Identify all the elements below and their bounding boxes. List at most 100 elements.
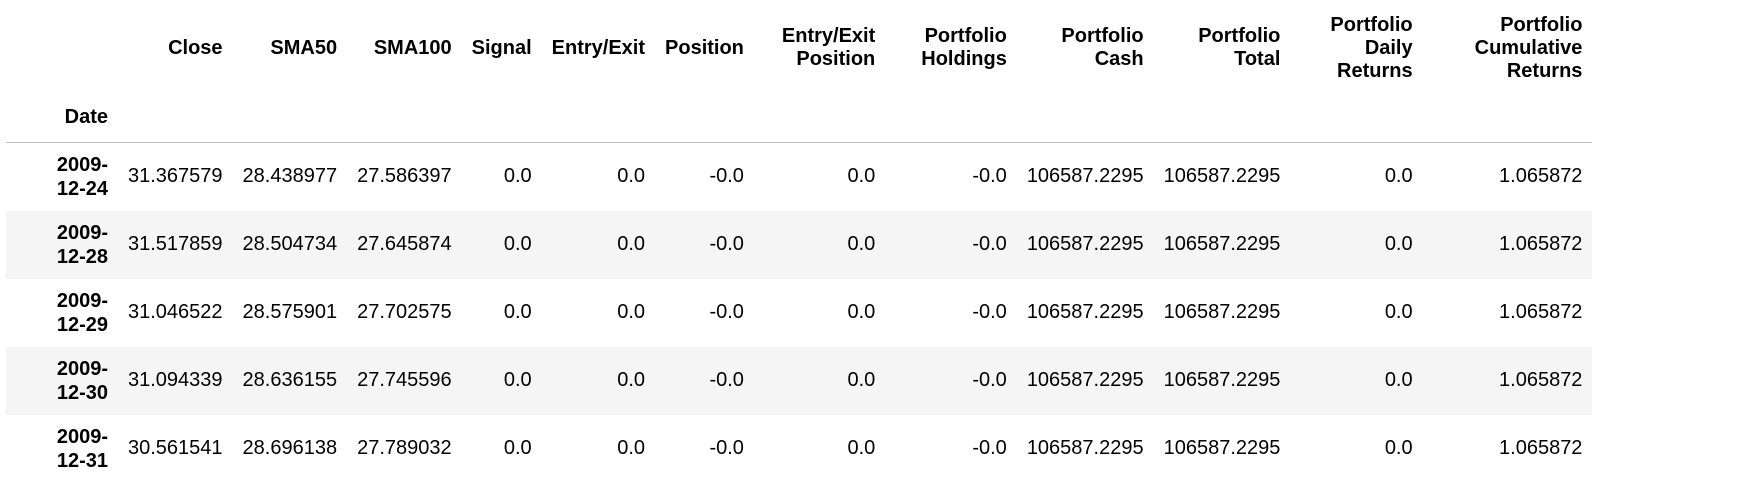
blank-header-cell — [1290, 96, 1422, 143]
table-row: 2009- 12-29 31.046522 28.575901 27.702575… — [6, 279, 1592, 347]
cell-entry-exit: 0.0 — [617, 165, 646, 188]
cell-portfolio-holdings: -0.0 — [972, 165, 1007, 188]
cell-position: -0.0 — [709, 437, 744, 459]
cell-position: -0.0 — [709, 233, 744, 255]
blank-header-cell — [1154, 96, 1291, 143]
cell-entry-exit-position: 0.0 — [847, 369, 876, 391]
corner-cell — [6, 0, 118, 96]
cell-portfolio-total: 106587.2295 — [1163, 437, 1281, 459]
cell-close: 31.094339 — [128, 369, 223, 391]
cell-portfolio-total: 106587.2295 — [1163, 301, 1281, 323]
column-header-close: Close — [168, 36, 223, 59]
cell-sma50: 28.636155 — [242, 369, 338, 391]
cell-sma50: 28.504734 — [242, 233, 338, 255]
column-header-portfolio-total: Portfolio Total — [1198, 25, 1281, 70]
cell-position: -0.0 — [709, 369, 744, 391]
cell-entry-exit-position: 0.0 — [847, 165, 876, 188]
blank-header-cell — [462, 96, 542, 143]
blank-header-cell — [655, 96, 754, 143]
blank-header-cell — [233, 96, 348, 143]
cell-signal: 0.0 — [503, 369, 532, 391]
cell-signal: 0.0 — [503, 165, 532, 188]
cell-close: 31.367579 — [128, 165, 223, 188]
blank-header-cell — [1423, 96, 1593, 143]
cell-close: 31.517859 — [128, 233, 223, 255]
cell-portfolio-daily-returns: 0.0 — [1384, 437, 1413, 459]
cell-position: -0.0 — [709, 301, 744, 323]
blank-header-cell — [885, 96, 1017, 143]
cell-portfolio-cash: 106587.2295 — [1026, 437, 1144, 459]
index-header-row: Date — [6, 96, 1593, 143]
table-row: 2009- 12-24 31.367579 28.438977 27.586397… — [6, 143, 1592, 211]
column-header-signal: Signal — [471, 36, 532, 59]
column-header-row: Close SMA50 SMA100 Signal Entry/Exit Pos… — [6, 0, 1592, 96]
cell-sma50: 28.438977 — [242, 165, 338, 188]
column-header-entry-exit-position: Entry/Exit Position — [781, 25, 876, 70]
cell-entry-exit: 0.0 — [617, 233, 646, 255]
cell-signal: 0.0 — [503, 437, 532, 459]
blank-header-cell — [754, 96, 885, 143]
table-row: 2009- 12-28 31.517859 28.504734 27.645874… — [6, 210, 1593, 279]
cell-sma100: 27.789032 — [357, 437, 452, 459]
cell-portfolio-cash: 106587.2295 — [1026, 165, 1144, 188]
cell-portfolio-daily-returns: 0.0 — [1384, 233, 1413, 255]
cell-portfolio-total: 106587.2295 — [1163, 233, 1281, 255]
cell-portfolio-holdings: -0.0 — [972, 233, 1007, 255]
table-row: 2009- 12-30 31.094339 28.636155 27.745596… — [6, 346, 1593, 415]
cell-portfolio-cumulative-returns: 1.065872 — [1499, 437, 1583, 459]
cell-portfolio-cumulative-returns: 1.065872 — [1499, 369, 1583, 391]
cell-signal: 0.0 — [503, 301, 532, 323]
cell-sma50: 28.575901 — [242, 301, 338, 323]
row-index-date: 2009- 12-31 — [56, 425, 108, 472]
cell-entry-exit: 0.0 — [617, 369, 646, 391]
cell-portfolio-total: 106587.2295 — [1163, 369, 1281, 391]
cell-position: -0.0 — [709, 165, 744, 188]
cell-close: 31.046522 — [128, 301, 223, 323]
blank-header-cell — [1017, 96, 1154, 143]
column-header-sma100: SMA100 — [373, 36, 452, 59]
column-header-sma50: SMA50 — [270, 36, 338, 59]
cell-sma50: 28.696138 — [242, 437, 338, 459]
table-body: 2009- 12-24 31.367579 28.438977 27.586397… — [6, 143, 1593, 483]
row-index-date: 2009- 12-28 — [56, 221, 108, 268]
column-header-portfolio-cash: Portfolio Cash — [1061, 25, 1144, 70]
cell-portfolio-daily-returns: 0.0 — [1384, 165, 1413, 188]
row-index-date: 2009- 12-29 — [56, 289, 108, 336]
cell-close: 30.561541 — [128, 437, 223, 459]
table-row: 2009- 12-31 30.561541 28.696138 27.789032… — [6, 415, 1592, 483]
column-header-position: Position — [665, 36, 744, 59]
cell-entry-exit: 0.0 — [617, 301, 646, 323]
cell-portfolio-cash: 106587.2295 — [1026, 301, 1144, 323]
cell-entry-exit: 0.0 — [617, 437, 646, 459]
cell-portfolio-cash: 106587.2295 — [1026, 369, 1144, 391]
cell-portfolio-total: 106587.2295 — [1163, 165, 1281, 188]
cell-entry-exit-position: 0.0 — [847, 437, 876, 459]
cell-portfolio-cumulative-returns: 1.065872 — [1499, 301, 1583, 323]
blank-header-cell — [542, 96, 655, 143]
blank-header-cell — [118, 96, 233, 143]
cell-portfolio-daily-returns: 0.0 — [1384, 301, 1413, 323]
cell-sma100: 27.645874 — [357, 233, 452, 255]
cell-portfolio-cash: 106587.2295 — [1026, 233, 1144, 255]
cell-portfolio-cumulative-returns: 1.065872 — [1499, 165, 1583, 188]
index-name-header: Date — [64, 105, 108, 128]
cell-sma100: 27.586397 — [357, 165, 452, 188]
dataframe-table: Close SMA50 SMA100 Signal Entry/Exit Pos… — [6, 0, 1593, 483]
blank-header-cell — [347, 96, 462, 143]
cell-portfolio-holdings: -0.0 — [972, 437, 1007, 459]
cell-sma100: 27.745596 — [357, 369, 452, 391]
cell-sma100: 27.702575 — [357, 301, 452, 323]
cell-portfolio-holdings: -0.0 — [972, 301, 1007, 323]
cell-entry-exit-position: 0.0 — [847, 301, 876, 323]
column-header-portfolio-cumulative-returns: Portfolio Cumulative Returns — [1474, 13, 1583, 82]
cell-portfolio-holdings: -0.0 — [972, 369, 1007, 391]
column-header-portfolio-daily-returns: Portfolio Daily Returns — [1330, 13, 1413, 82]
cell-portfolio-daily-returns: 0.0 — [1384, 369, 1413, 391]
column-header-portfolio-holdings: Portfolio Holdings — [921, 25, 1007, 70]
row-index-date: 2009- 12-24 — [56, 153, 108, 200]
cell-entry-exit-position: 0.0 — [847, 233, 876, 255]
column-header-entry-exit: Entry/Exit — [551, 36, 646, 59]
row-index-date: 2009- 12-30 — [56, 357, 108, 404]
cell-portfolio-cumulative-returns: 1.065872 — [1499, 233, 1583, 255]
